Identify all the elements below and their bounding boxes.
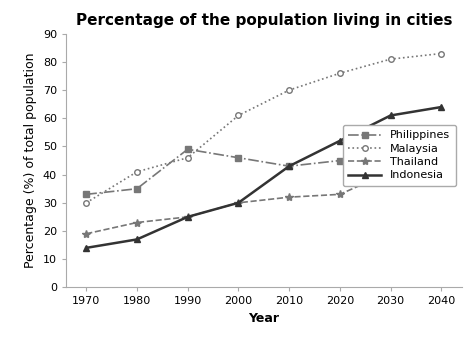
Malaysia [388,57,393,61]
Thailand [337,192,343,196]
Y-axis label: Percentage (%) of total population: Percentage (%) of total population [24,53,37,268]
Malaysia [185,156,190,160]
Line: Thailand: Thailand [82,142,446,238]
Malaysia [286,88,292,92]
Indonesia [388,114,393,118]
Philippines [337,159,343,163]
Thailand [83,232,89,236]
Malaysia [439,51,444,55]
Line: Indonesia: Indonesia [83,104,444,251]
Indonesia [439,105,444,109]
Philippines [134,187,140,191]
Thailand [439,144,444,148]
Malaysia [236,114,241,118]
Indonesia [236,201,241,205]
Thailand [286,195,292,199]
Malaysia [83,201,89,205]
Indonesia [286,164,292,168]
Malaysia [337,71,343,75]
Philippines [236,156,241,160]
Philippines [388,142,393,146]
Philippines [83,192,89,196]
Line: Malaysia: Malaysia [83,51,444,206]
Thailand [236,201,241,205]
Indonesia [185,215,190,219]
Indonesia [83,246,89,250]
Indonesia [337,139,343,143]
Thailand [185,215,190,219]
X-axis label: Year: Year [248,312,279,325]
Legend: Philippines, Malaysia, Thailand, Indonesia: Philippines, Malaysia, Thailand, Indones… [342,125,456,186]
Indonesia [134,237,140,241]
Thailand [134,220,140,224]
Title: Percentage of the population living in cities: Percentage of the population living in c… [75,14,452,28]
Malaysia [134,170,140,174]
Thailand [388,170,393,174]
Philippines [286,164,292,168]
Philippines [439,127,444,131]
Philippines [185,147,190,151]
Line: Philippines: Philippines [83,127,444,197]
